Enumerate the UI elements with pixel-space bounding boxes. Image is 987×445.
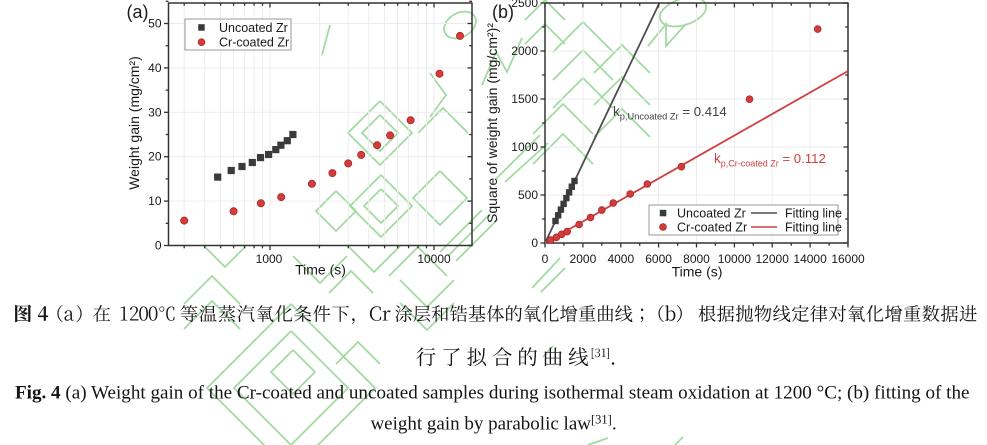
svg-text:30: 30 <box>148 105 162 119</box>
svg-text:6000: 6000 <box>645 252 672 266</box>
svg-text:10000: 10000 <box>718 252 752 266</box>
svg-text:1500: 1500 <box>511 92 538 106</box>
svg-text:1000: 1000 <box>256 252 283 266</box>
svg-text:500: 500 <box>518 188 538 202</box>
svg-text:0: 0 <box>542 252 549 266</box>
svg-text:Weight gain (mg/cm²): Weight gain (mg/cm²) <box>126 56 142 190</box>
svg-text:4000: 4000 <box>607 252 634 266</box>
svg-text:0: 0 <box>155 239 162 253</box>
svg-text:2000: 2000 <box>570 252 597 266</box>
svg-text:16000: 16000 <box>831 252 865 266</box>
svg-text:Cr-coated Zr: Cr-coated Zr <box>677 220 747 234</box>
svg-text:2000: 2000 <box>511 44 538 58</box>
svg-text:Square of weight gain (mg/cm²): Square of weight gain (mg/cm²)² <box>484 23 500 223</box>
svg-text:Fitting line: Fitting line <box>785 220 842 234</box>
svg-text:weight gain by parabolic law[3: weight gain by parabolic law[31]. <box>370 413 616 435</box>
svg-text:Time (s): Time (s) <box>672 264 723 280</box>
svg-text:(a): (a) <box>127 2 149 22</box>
svg-text:2500: 2500 <box>511 0 538 10</box>
svg-text:Uncoated Zr: Uncoated Zr <box>219 21 288 35</box>
svg-text:10000: 10000 <box>417 252 451 266</box>
svg-text:8000: 8000 <box>683 252 710 266</box>
svg-text:14000: 14000 <box>793 252 827 266</box>
svg-text:Time (s): Time (s) <box>295 262 346 278</box>
svg-text:1000: 1000 <box>511 140 538 154</box>
svg-text:10: 10 <box>148 194 162 208</box>
svg-text:Fitting line: Fitting line <box>785 206 842 220</box>
svg-text:12000: 12000 <box>756 252 790 266</box>
svg-text:Uncoated Zr: Uncoated Zr <box>677 206 746 220</box>
svg-text:40: 40 <box>148 61 162 75</box>
svg-text:Fig. 4 (a) Weight gain of the: Fig. 4 (a) Weight gain of the Cr-coated … <box>15 383 970 404</box>
svg-text:(b): (b) <box>492 2 514 22</box>
svg-text:20: 20 <box>148 150 162 164</box>
svg-text:50: 50 <box>148 17 162 31</box>
svg-text:0: 0 <box>531 236 538 250</box>
svg-text:Cr-coated Zr: Cr-coated Zr <box>219 36 289 50</box>
